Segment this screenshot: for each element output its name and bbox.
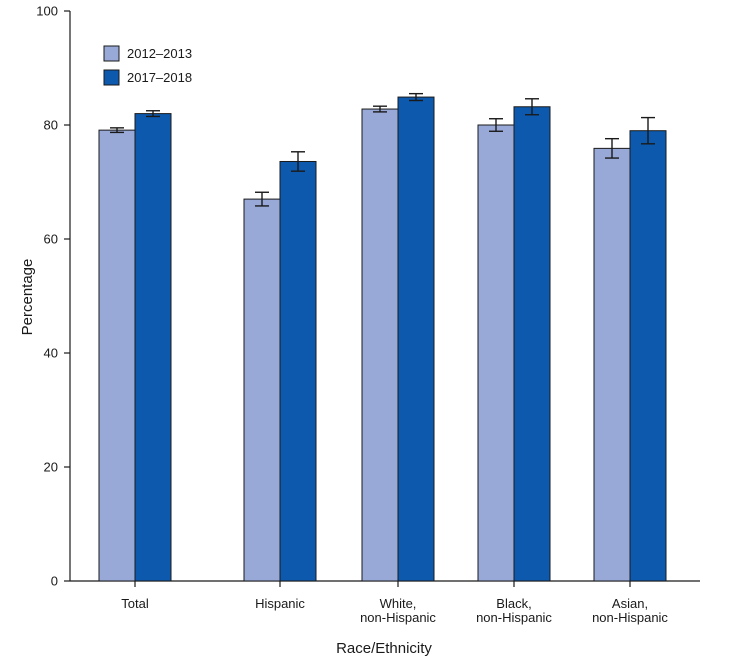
- legend-swatch-series-2: [103, 69, 120, 86]
- y-tick-label: 20: [44, 460, 58, 475]
- chart-bars: [98, 96, 667, 582]
- y-tick-label: 40: [44, 346, 58, 361]
- chart-axes: 0 20 40 60 80 100: [36, 4, 700, 589]
- error-bar-series-2: [641, 116, 655, 145]
- error-bar-series-2: [525, 98, 539, 116]
- error-bar-series-1: [110, 127, 124, 134]
- legend-label-series-1: 2012–2013: [127, 46, 192, 61]
- bar-series-1: [477, 124, 515, 582]
- bar-series-1: [98, 129, 136, 582]
- y-tick-label: 100: [36, 4, 58, 19]
- error-bar-series-2: [409, 92, 423, 102]
- category-label: Black,: [496, 596, 531, 611]
- error-bar-series-2: [146, 110, 160, 118]
- bar-series-2: [134, 113, 172, 582]
- bar-series-1: [243, 198, 281, 582]
- x-axis-title: Race/Ethnicity: [336, 640, 432, 657]
- category-label: non-Hispanic: [360, 610, 436, 625]
- category-label: non-Hispanic: [476, 610, 552, 625]
- bar-series-1: [593, 147, 631, 582]
- category-label: Total: [121, 596, 149, 611]
- category-label: Hispanic: [255, 596, 305, 611]
- error-bar-series-2: [291, 151, 305, 172]
- bar-series-2: [513, 106, 551, 582]
- category-label: Asian,: [612, 596, 648, 611]
- category-labels: Total Hispanic White,non-HispanicBlack,non…: [121, 581, 668, 625]
- chart-error-bars: [110, 92, 655, 207]
- error-bar-series-1: [373, 105, 387, 113]
- y-tick-label: 60: [44, 232, 58, 247]
- legend-label-series-2: 2017–2018: [127, 70, 192, 85]
- category-label: White,: [380, 596, 417, 611]
- error-bar-series-1: [605, 137, 619, 159]
- legend: 2012–2013 2017–2018: [103, 45, 192, 86]
- error-bar-series-1: [255, 191, 269, 207]
- bar-series-2: [629, 130, 667, 582]
- bar-series-2: [397, 96, 435, 582]
- y-axis-title: Percentage: [19, 259, 36, 336]
- y-tick-label: 80: [44, 118, 58, 133]
- error-bar-series-1: [489, 118, 503, 132]
- bar-series-2: [279, 160, 317, 582]
- legend-swatch-series-1: [103, 45, 120, 62]
- bar-series-1: [361, 108, 399, 582]
- y-tick-label: 0: [51, 574, 58, 589]
- category-label: non-Hispanic: [592, 610, 668, 625]
